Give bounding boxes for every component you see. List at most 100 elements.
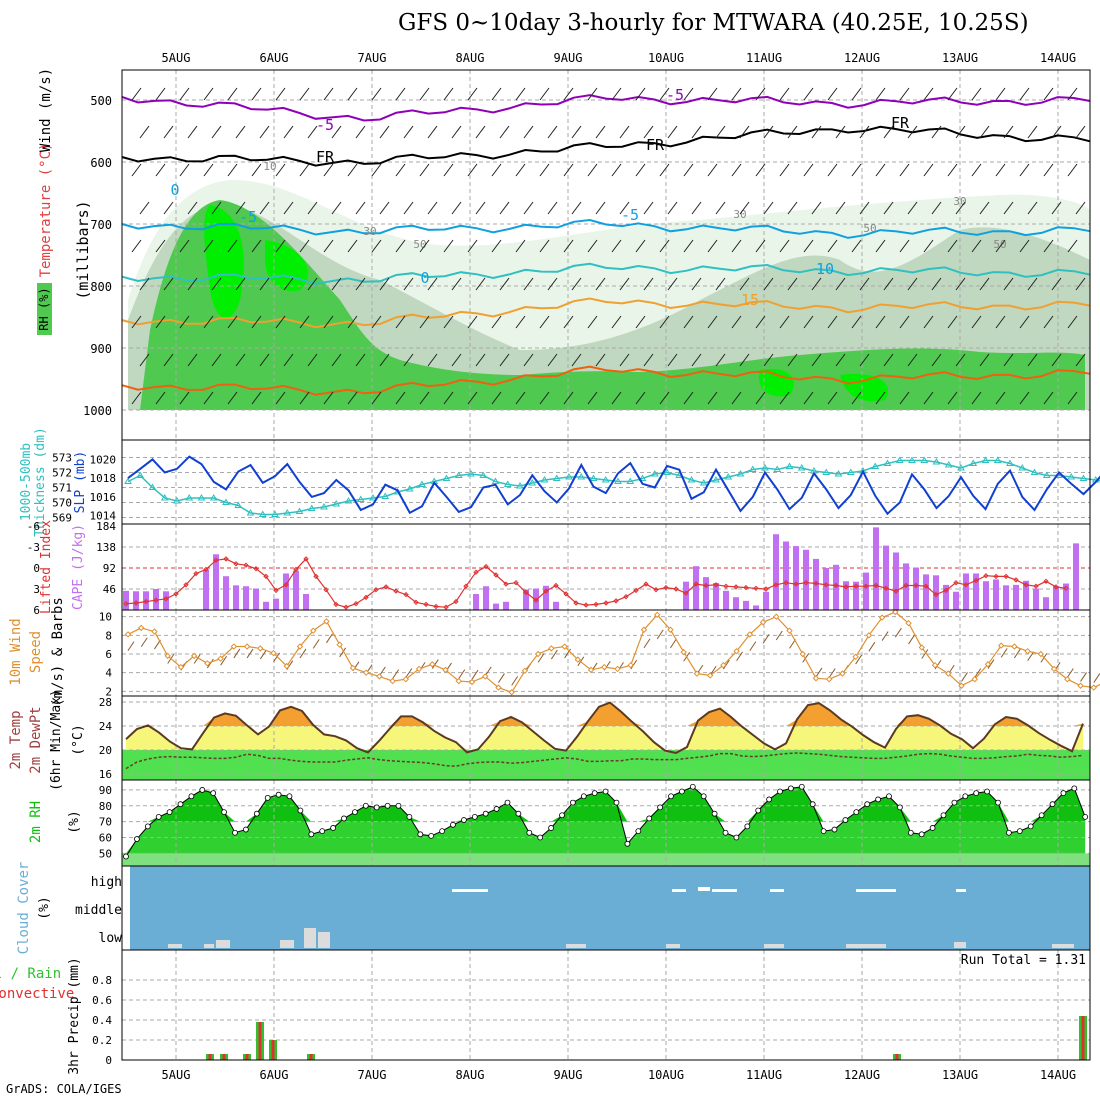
wind-speed-point [362, 669, 370, 676]
contour-label: -5 [666, 86, 684, 104]
wind-barb [259, 201, 270, 215]
wind-barb [587, 391, 598, 405]
wind-barb [955, 125, 966, 139]
cloud-patch [168, 944, 182, 948]
wind-speed-point [720, 661, 727, 669]
cape-bar [953, 591, 959, 610]
wind-barb [563, 391, 574, 405]
rh-point [897, 804, 903, 811]
wind-barb [259, 277, 270, 291]
rh-tick-label: 90 [99, 784, 112, 797]
thickness-axis-label: Thickness (dm) [33, 427, 48, 537]
wind-barb [787, 125, 798, 139]
lifted-index-point [853, 583, 859, 589]
wind-tick-label: 4 [105, 667, 112, 680]
lifted-index-point [453, 598, 459, 605]
cape-bar [743, 600, 749, 610]
wind-barb [611, 87, 622, 101]
slp-line [127, 455, 1100, 516]
wind-barb [923, 315, 934, 329]
rh-point [798, 783, 805, 790]
contour-label: 30 [363, 225, 376, 238]
wind-barb [139, 201, 150, 215]
lifted-index-point [543, 588, 549, 594]
wind-barb-10m [550, 649, 558, 660]
thickness-point [650, 470, 659, 477]
wind-barb-10m [193, 654, 201, 664]
thickness-point [565, 473, 573, 480]
rh-point [242, 826, 249, 833]
thickness-point [761, 464, 769, 471]
thickness-point [222, 498, 230, 505]
wind-barb [475, 353, 486, 367]
wind-barb [1003, 277, 1014, 291]
wind-speed-point [482, 673, 489, 680]
wind-barb [835, 353, 846, 367]
wind-speed-point [389, 677, 396, 685]
cape-bar [843, 581, 849, 610]
wind-barb [235, 277, 246, 291]
wind-barb [947, 87, 958, 101]
top-date-label: 11AUG [746, 51, 782, 65]
thickness-point [822, 468, 831, 475]
wind-barb [1043, 87, 1054, 101]
wind-barb [203, 239, 214, 253]
wind-barb [643, 125, 654, 139]
lifted-index-point [833, 582, 839, 589]
wind-barb [331, 201, 342, 215]
thickness-point [908, 456, 916, 463]
wind-barb [307, 277, 318, 291]
thickness-point [405, 485, 414, 492]
wind-barb [707, 315, 718, 329]
wind-barb [203, 163, 214, 177]
rh-fill-high [126, 786, 1086, 822]
lifted-index-point [643, 581, 649, 587]
wind-barb [611, 239, 622, 253]
thickness-point [577, 473, 586, 480]
rh-point [188, 793, 195, 800]
rh-point [493, 806, 500, 812]
wind-barb [515, 391, 526, 405]
lifted-index-point [483, 563, 489, 570]
wind-barb [499, 353, 510, 367]
lifted-index-point [293, 566, 299, 573]
wind-barb [443, 239, 454, 253]
rh-point [504, 799, 511, 806]
lifted-index-point [403, 591, 409, 598]
cloud-patch [566, 944, 586, 948]
wind-barb [419, 87, 430, 101]
wind-barb [1027, 125, 1038, 139]
wind-barb [971, 315, 982, 329]
lifted-index-point [433, 603, 439, 610]
wind-barb-10m [1093, 673, 1100, 683]
thickness-point [540, 476, 549, 483]
wind-barb [803, 163, 814, 177]
bottom-date-label: 9AUG [554, 1068, 583, 1080]
pressure-axis-label: (millibars) [74, 200, 92, 299]
rh-tick-label: 70 [99, 816, 112, 829]
wind-barb [715, 353, 726, 367]
wind-barb [227, 87, 238, 101]
lifted-index-point [1033, 583, 1039, 589]
cape-bar [523, 589, 529, 610]
wind-speed-point [574, 656, 582, 663]
rh-point [395, 802, 402, 809]
thickness-point [271, 510, 279, 517]
lifted-index-point [143, 598, 149, 605]
wind-speed-point [601, 663, 608, 671]
thickness-tick-label: 573 [52, 452, 72, 465]
wind-barb [643, 353, 654, 367]
wind-barb [187, 201, 198, 215]
rh-point [711, 810, 718, 817]
wind-barb [395, 87, 406, 101]
cloud-low-label: low [99, 931, 123, 946]
wind-speed-point [495, 684, 502, 691]
lifted-index-point [703, 582, 709, 589]
wind-barb [539, 163, 550, 177]
rh-point [1027, 823, 1034, 830]
wind-barb [635, 239, 646, 253]
wind-barb [211, 125, 222, 139]
rh-point [308, 831, 315, 838]
lifted-index-point [273, 587, 279, 594]
wind-barb [467, 391, 478, 405]
